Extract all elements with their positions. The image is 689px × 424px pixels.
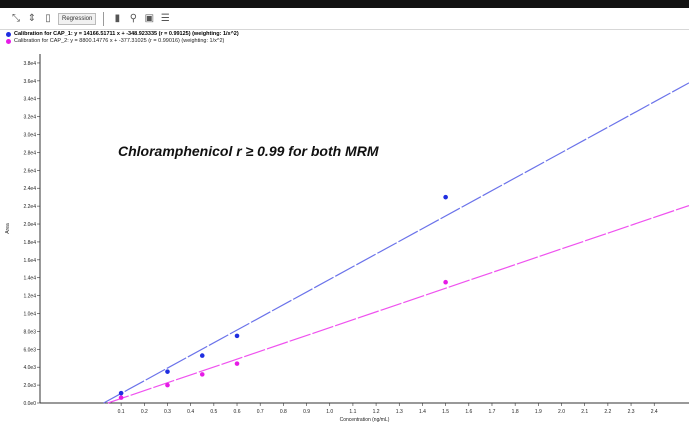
series-1-point — [199, 353, 205, 358]
delete-icon[interactable]: ▮ — [114, 12, 121, 24]
series-1-fit-line — [103, 82, 689, 404]
x-axis-label: Concentration (ng/mL) — [340, 417, 390, 423]
window-icon[interactable]: ▣ — [144, 12, 155, 24]
y-tick-label: 4.0e3 — [23, 365, 36, 371]
series-2-marker-icon — [6, 39, 11, 44]
x-tick-label: 0.4 — [187, 409, 194, 415]
calibration-chart: 0.1 0.2 0.3 0.4 0.5 0.6 0.7 0.8 0.9 1.0 1.1 1.2 1.3 1… — [5, 54, 689, 423]
x-tick-label: 0.2 — [141, 409, 148, 415]
y-tick-label: 1.0e4 — [23, 312, 36, 318]
x-tick-label: 1.5 — [442, 409, 449, 415]
x-tick-label: 1.3 — [396, 409, 403, 415]
y-tick-label: 3.8e4 — [23, 61, 36, 67]
y-tick-label: 3.0e4 — [23, 133, 36, 139]
series-1-point — [234, 333, 240, 339]
y-tick-label: 2.4e4 — [23, 186, 36, 192]
y-tick-label: 3.4e4 — [23, 97, 36, 103]
y-tick-label: 3.2e4 — [23, 115, 36, 121]
x-tick-label: 0.6 — [234, 409, 241, 415]
legend-label-series-1: Calibration for CAP_1: y = 14166.51711 x… — [14, 31, 239, 37]
list-icon[interactable]: ☰ — [160, 12, 170, 24]
series-2-point — [443, 279, 448, 285]
y-tick-label: 1.4e4 — [23, 276, 36, 282]
y-tick-label: 8.0e3 — [23, 329, 36, 335]
y-tick-label: 2.0e4 — [23, 222, 36, 228]
y-tick-label: 2.8e4 — [23, 150, 36, 156]
x-tick-label: 1.9 — [535, 409, 542, 415]
series-2-fit-line — [107, 204, 689, 404]
page-icon[interactable]: ▯ — [45, 12, 51, 24]
x-tick-label: 1.6 — [465, 409, 472, 415]
y-tick-label: 1.8e4 — [23, 240, 36, 246]
series-2-point — [118, 395, 124, 400]
chart-legend: Calibration for CAP_1: y = 14166.51711 x… — [6, 31, 239, 45]
x-tick-label: 1.7 — [489, 409, 496, 415]
y-tick-label: 1.6e4 — [23, 258, 36, 264]
y-tick-label: 6.0e3 — [23, 347, 36, 353]
x-tick-label: 0.9 — [303, 409, 310, 415]
x-tick-label: 2.2 — [604, 409, 611, 415]
series-2-point — [234, 361, 240, 366]
x-tick-label: 2.3 — [628, 409, 635, 415]
y-tick-label: 2.0e3 — [23, 383, 36, 389]
x-tick-label: 2.1 — [581, 409, 588, 415]
zoom-icon[interactable]: ⤡ — [12, 12, 20, 24]
series-1-marker-icon — [6, 32, 11, 37]
x-tick-label: 0.3 — [164, 409, 171, 415]
legend-item-series-2[interactable]: Calibration for CAP_2: y = 8800.14776 x … — [6, 38, 239, 45]
y-tick-label: 1.2e4 — [23, 294, 36, 300]
x-tick-label: 1.8 — [512, 409, 519, 415]
series-1-point — [118, 390, 124, 396]
legend-label-series-2: Calibration for CAP_2: y = 8800.14776 x … — [14, 38, 225, 44]
magnify-icon[interactable]: ⚲ — [129, 12, 138, 24]
legend-item-series-1[interactable]: Calibration for CAP_1: y = 14166.51711 x… — [6, 31, 239, 38]
x-tick-label: 2.0 — [558, 409, 565, 415]
y-axis-label: Area — [5, 223, 11, 234]
series-1-point — [443, 194, 448, 200]
x-tick-label: 1.1 — [349, 409, 356, 415]
x-tick-label: 1.0 — [326, 409, 333, 415]
chart-annotation: Chloramphenicol r ≥ 0.99 for both MRM — [118, 143, 379, 159]
x-tick-label: 0.7 — [257, 409, 264, 415]
pin-icon[interactable]: ⇕ — [27, 12, 37, 24]
toolbar: ⤡ ⇕ ▯ Regression ▮ ⚲ ▣ ☰ — [0, 8, 689, 30]
x-tick-label: 0.1 — [118, 409, 125, 415]
y-tick-label: 2.2e4 — [23, 204, 36, 210]
x-tick-label: 2.4 — [651, 409, 658, 415]
regression-button[interactable]: Regression — [58, 12, 97, 25]
series-2-point — [165, 382, 170, 388]
x-tick-label: 0.5 — [210, 409, 217, 415]
y-tick-label: 3.6e4 — [23, 79, 36, 85]
series-1-point — [165, 369, 170, 374]
x-tick-label: 1.4 — [419, 409, 426, 415]
y-tick-label: 2.6e4 — [23, 168, 36, 174]
title-bar — [0, 0, 689, 8]
series-2-point — [199, 372, 205, 377]
x-tick-label: 1.2 — [373, 409, 380, 415]
x-tick-label: 0.8 — [280, 409, 287, 415]
toolbar-divider — [103, 11, 105, 26]
y-tick-label: 0.0e0 — [23, 401, 36, 407]
